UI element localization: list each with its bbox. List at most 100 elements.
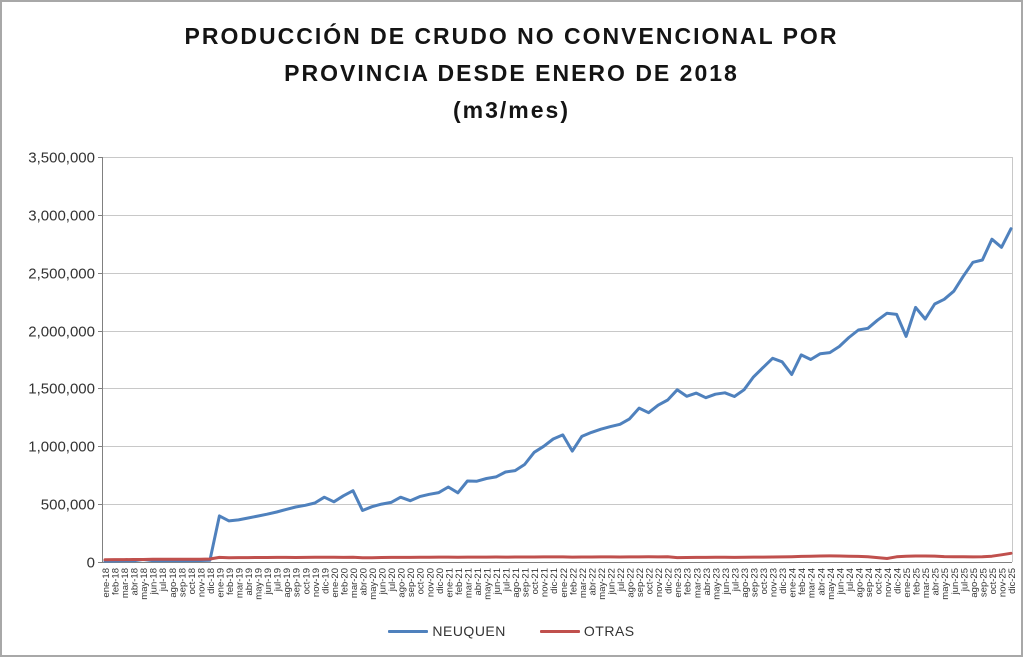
- x-axis-label: ene-21: [444, 568, 455, 598]
- chart-title: PRODUCCIÓN DE CRUDO NO CONVENCIONAL POR …: [2, 18, 1021, 129]
- chart-title-line-2: PROVINCIA DESDE ENERO DE 2018: [284, 60, 739, 86]
- x-axis-label: abr-19: [244, 568, 255, 595]
- x-axis-label: jun-21: [492, 568, 503, 595]
- x-axis-label: jul-25: [959, 568, 970, 592]
- x-axis-label: mar-21: [463, 568, 474, 598]
- x-axis-label: ago-21: [511, 568, 522, 598]
- x-axis-label: mar-23: [692, 568, 703, 598]
- x-axis-label: abr-18: [130, 568, 141, 595]
- x-axis-label: jul-19: [273, 568, 284, 592]
- x-axis-label: abr-21: [473, 568, 484, 595]
- x-axis-label: ago-25: [969, 568, 980, 598]
- x-axis-label: ene-19: [215, 568, 226, 598]
- x-axis-label: may-19: [254, 568, 265, 600]
- x-axis-label: feb-18: [111, 568, 122, 595]
- x-axis-label: mar-20: [349, 568, 360, 598]
- x-axis-label: sep-23: [750, 568, 761, 597]
- x-axis-label: may-22: [597, 568, 608, 600]
- x-axis-label: jun-23: [721, 568, 732, 595]
- x-axis-label: may-20: [368, 568, 379, 600]
- x-axis-label: nov-21: [540, 568, 551, 597]
- x-axis-label: may-24: [826, 568, 837, 600]
- x-axis-label: oct-20: [416, 568, 427, 594]
- x-axis-label: dic-20: [435, 568, 446, 594]
- x-axis-label: ago-24: [854, 568, 865, 598]
- chart-title-line-3: (m3/mes): [453, 97, 570, 123]
- x-axis-label: ene-25: [902, 568, 913, 598]
- x-axis-label: nov-18: [196, 568, 207, 597]
- x-axis-label: sep-20: [406, 568, 417, 597]
- x-axis-label: nov-19: [311, 568, 322, 597]
- x-axis-label: may-25: [940, 568, 951, 600]
- x-axis-label: mar-25: [921, 568, 932, 598]
- x-axis-label: dic-24: [893, 568, 904, 594]
- x-axis-label: feb-24: [797, 568, 808, 595]
- x-axis-label: jun-24: [835, 568, 846, 595]
- x-axis-label: jun-20: [378, 568, 389, 595]
- x-axis-label: feb-22: [568, 568, 579, 595]
- x-axis-label: abr-22: [587, 568, 598, 595]
- x-axis-label: sep-24: [864, 568, 875, 597]
- y-axis-label: 3,000,000: [28, 208, 95, 225]
- x-axis-label: nov-20: [425, 568, 436, 597]
- x-axis-label: jul-21: [502, 568, 513, 592]
- x-axis-label: ene-22: [559, 568, 570, 598]
- x-axis-label: jul-18: [158, 568, 169, 592]
- y-axis-label: 1,000,000: [28, 439, 95, 456]
- x-axis-label: oct-19: [301, 568, 312, 594]
- x-axis-label: dic-21: [549, 568, 560, 594]
- x-axis-label: oct-22: [645, 568, 656, 594]
- x-axis-label: mar-19: [235, 568, 246, 598]
- y-axis-label: 500,000: [41, 497, 95, 514]
- x-axis-label: ago-18: [168, 568, 179, 598]
- x-axis-label: oct-25: [988, 568, 999, 594]
- x-axis-label: nov-23: [769, 568, 780, 597]
- y-axis-label: 0: [87, 555, 95, 572]
- x-axis-label: jun-18: [149, 568, 160, 595]
- x-axis-label: mar-22: [578, 568, 589, 598]
- otras-line-swatch-icon: [539, 629, 580, 633]
- x-axis-label: ago-22: [626, 568, 637, 598]
- x-axis-label: abr-20: [358, 568, 369, 595]
- x-axis-label: oct-24: [873, 568, 884, 594]
- x-axis-label: abr-25: [931, 568, 942, 595]
- x-axis-label: dic-18: [206, 568, 217, 594]
- x-axis-label: jun-25: [950, 568, 961, 595]
- x-axis-label: may-18: [139, 568, 150, 600]
- x-axis-label: mar-24: [807, 568, 818, 598]
- x-axis-label: ene-24: [788, 568, 799, 598]
- x-axis-label: sep-21: [521, 568, 532, 597]
- x-axis-label: sep-25: [978, 568, 989, 597]
- x-axis-label: nov-25: [997, 568, 1008, 597]
- x-axis-label: feb-21: [454, 568, 465, 595]
- x-axis-label: sep-22: [635, 568, 646, 597]
- x-axis-label: dic-19: [320, 568, 331, 594]
- x-axis-label: sep-19: [292, 568, 303, 597]
- legend-item-otras: OTRAS: [539, 623, 635, 639]
- x-axis-label: jul-20: [387, 568, 398, 592]
- y-axis-label: 1,500,000: [28, 381, 95, 398]
- series-line-otras: [103, 551, 1013, 562]
- legend-label-otras: OTRAS: [583, 623, 635, 639]
- x-axis-label: ene-18: [101, 568, 112, 598]
- chart-title-line-1: PRODUCCIÓN DE CRUDO NO CONVENCIONAL POR: [184, 23, 839, 49]
- x-axis-label: sep-18: [177, 568, 188, 597]
- x-axis-label: feb-23: [683, 568, 694, 595]
- x-axis-label: abr-24: [816, 568, 827, 595]
- x-axis-label: ene-20: [330, 568, 341, 598]
- x-axis-label: feb-25: [912, 568, 923, 595]
- x-axis-label: ago-20: [397, 568, 408, 598]
- series-line-neuquen: [103, 227, 1013, 563]
- x-axis-label: ene-23: [673, 568, 684, 598]
- legend-label-neuquen: NEUQUEN: [432, 623, 506, 639]
- x-axis-label: jun-22: [606, 568, 617, 595]
- x-axis-label: dic-22: [664, 568, 675, 594]
- x-axis-label: jun-19: [263, 568, 274, 595]
- x-axis-label: oct-23: [759, 568, 770, 594]
- y-axis-label: 2,000,000: [28, 324, 95, 341]
- x-axis-label: may-21: [482, 568, 493, 600]
- x-axis-label: feb-20: [339, 568, 350, 595]
- x-axis-label: ago-19: [282, 568, 293, 598]
